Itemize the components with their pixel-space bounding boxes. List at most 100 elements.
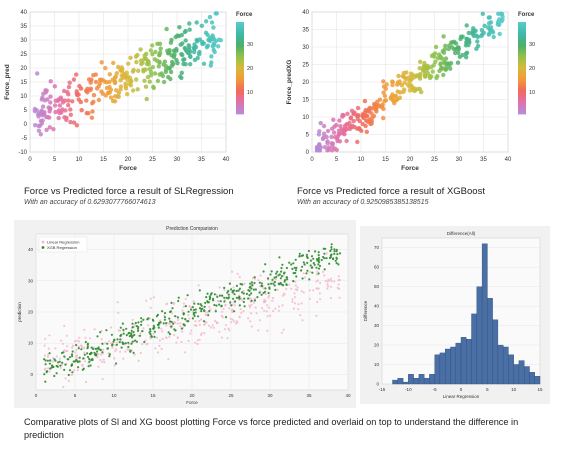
right-caption-title: Force vs Predicted force a result of XGB… — [297, 186, 485, 197]
data-point — [128, 55, 133, 60]
lr-point — [167, 358, 170, 361]
xgb-point — [280, 283, 283, 286]
lr-point — [149, 297, 152, 300]
y-tick-label: 5 — [24, 108, 28, 114]
xgb-point — [291, 267, 294, 270]
x-tick-label: -10 — [405, 387, 412, 392]
data-point — [91, 93, 97, 98]
lr-point — [158, 344, 161, 347]
xgb-point — [335, 262, 338, 265]
xgb-point — [325, 257, 328, 260]
x-tick-label: 5 — [335, 157, 339, 163]
lr-point — [83, 346, 86, 350]
data-point — [147, 79, 152, 84]
histogram-bar — [392, 379, 399, 385]
xgb-point — [152, 327, 155, 330]
xgb-point — [323, 252, 326, 255]
histogram-bar — [513, 364, 520, 385]
data-point — [179, 51, 184, 57]
data-point — [392, 93, 397, 99]
data-point — [48, 79, 53, 84]
histogram-bar — [471, 313, 478, 385]
data-point — [384, 82, 389, 87]
x-axis-label: Force — [186, 400, 198, 405]
data-point — [390, 79, 395, 84]
lr-point — [160, 327, 163, 330]
lr-point — [324, 279, 327, 282]
histogram-bar — [492, 319, 499, 385]
xgb-point — [250, 299, 253, 302]
xgb-point — [134, 339, 137, 342]
xgb-point — [248, 286, 251, 289]
data-point — [157, 41, 163, 46]
xgb-point — [209, 293, 212, 296]
y-tick-label: 30 — [302, 45, 309, 51]
xgb-point — [89, 364, 92, 367]
data-point — [497, 31, 502, 37]
xgb-point — [176, 316, 179, 319]
xgb-point — [78, 356, 81, 359]
data-point — [408, 77, 413, 82]
xgb-point — [283, 280, 286, 283]
lr-point — [222, 307, 225, 310]
xgb-point — [54, 359, 57, 362]
x-tick-label: 10 — [76, 157, 83, 163]
data-point — [44, 88, 49, 93]
xgb-point — [231, 290, 234, 293]
lr-point — [55, 355, 58, 358]
data-point — [183, 38, 188, 43]
data-point — [390, 82, 395, 88]
x-tick-label: 30 — [174, 157, 181, 163]
xgb-point — [250, 287, 253, 290]
lr-point — [208, 305, 211, 308]
data-point — [150, 43, 155, 48]
data-point — [63, 108, 68, 113]
xgb-point — [332, 257, 335, 261]
xgb-point — [49, 359, 52, 362]
lr-point — [101, 377, 104, 381]
xgb-point — [108, 355, 111, 358]
lr-point — [47, 367, 50, 370]
x-tick-label: 20 — [189, 393, 195, 398]
data-point — [460, 34, 465, 39]
y-tick-label: -5 — [22, 136, 28, 142]
xgb-point — [155, 315, 158, 318]
lr-point — [229, 317, 232, 320]
lr-point — [281, 294, 284, 297]
legend-tick-label: 20 — [529, 66, 535, 72]
xgb-point — [330, 243, 333, 246]
data-point — [44, 127, 49, 133]
data-point — [348, 116, 353, 121]
data-point — [62, 98, 68, 103]
xgb-point — [101, 351, 104, 354]
data-point — [417, 73, 423, 79]
xgb-point — [301, 265, 304, 268]
lr-point — [85, 380, 88, 384]
xgb-point — [317, 263, 320, 266]
lr-point — [51, 360, 54, 363]
data-point — [66, 103, 71, 108]
data-point — [400, 74, 405, 79]
xgb-point — [218, 303, 221, 306]
data-point — [490, 30, 496, 35]
lr-point — [63, 349, 66, 352]
lr-point — [266, 315, 269, 318]
data-point — [392, 99, 397, 104]
xgb-point — [212, 297, 215, 300]
y-tick-label: 30 — [374, 323, 380, 328]
lr-point — [203, 332, 206, 335]
lr-point — [259, 274, 262, 277]
lr-point — [327, 278, 330, 281]
xgb-point — [71, 350, 74, 353]
data-point — [104, 85, 110, 91]
lr-point — [109, 326, 113, 329]
xgb-point — [116, 338, 119, 341]
xgb-point — [161, 310, 164, 313]
xgb-point — [312, 257, 315, 260]
data-point — [466, 30, 471, 36]
xgb-point — [168, 333, 172, 336]
lr-point — [209, 308, 212, 311]
xgb-point — [115, 362, 118, 365]
xgb-point — [333, 248, 336, 251]
xgb-point — [203, 305, 206, 308]
